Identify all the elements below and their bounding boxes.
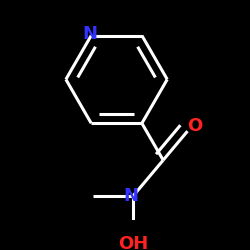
Text: OH: OH: [118, 235, 148, 250]
Text: N: N: [82, 25, 97, 43]
Text: O: O: [187, 117, 202, 135]
Text: N: N: [124, 188, 138, 206]
